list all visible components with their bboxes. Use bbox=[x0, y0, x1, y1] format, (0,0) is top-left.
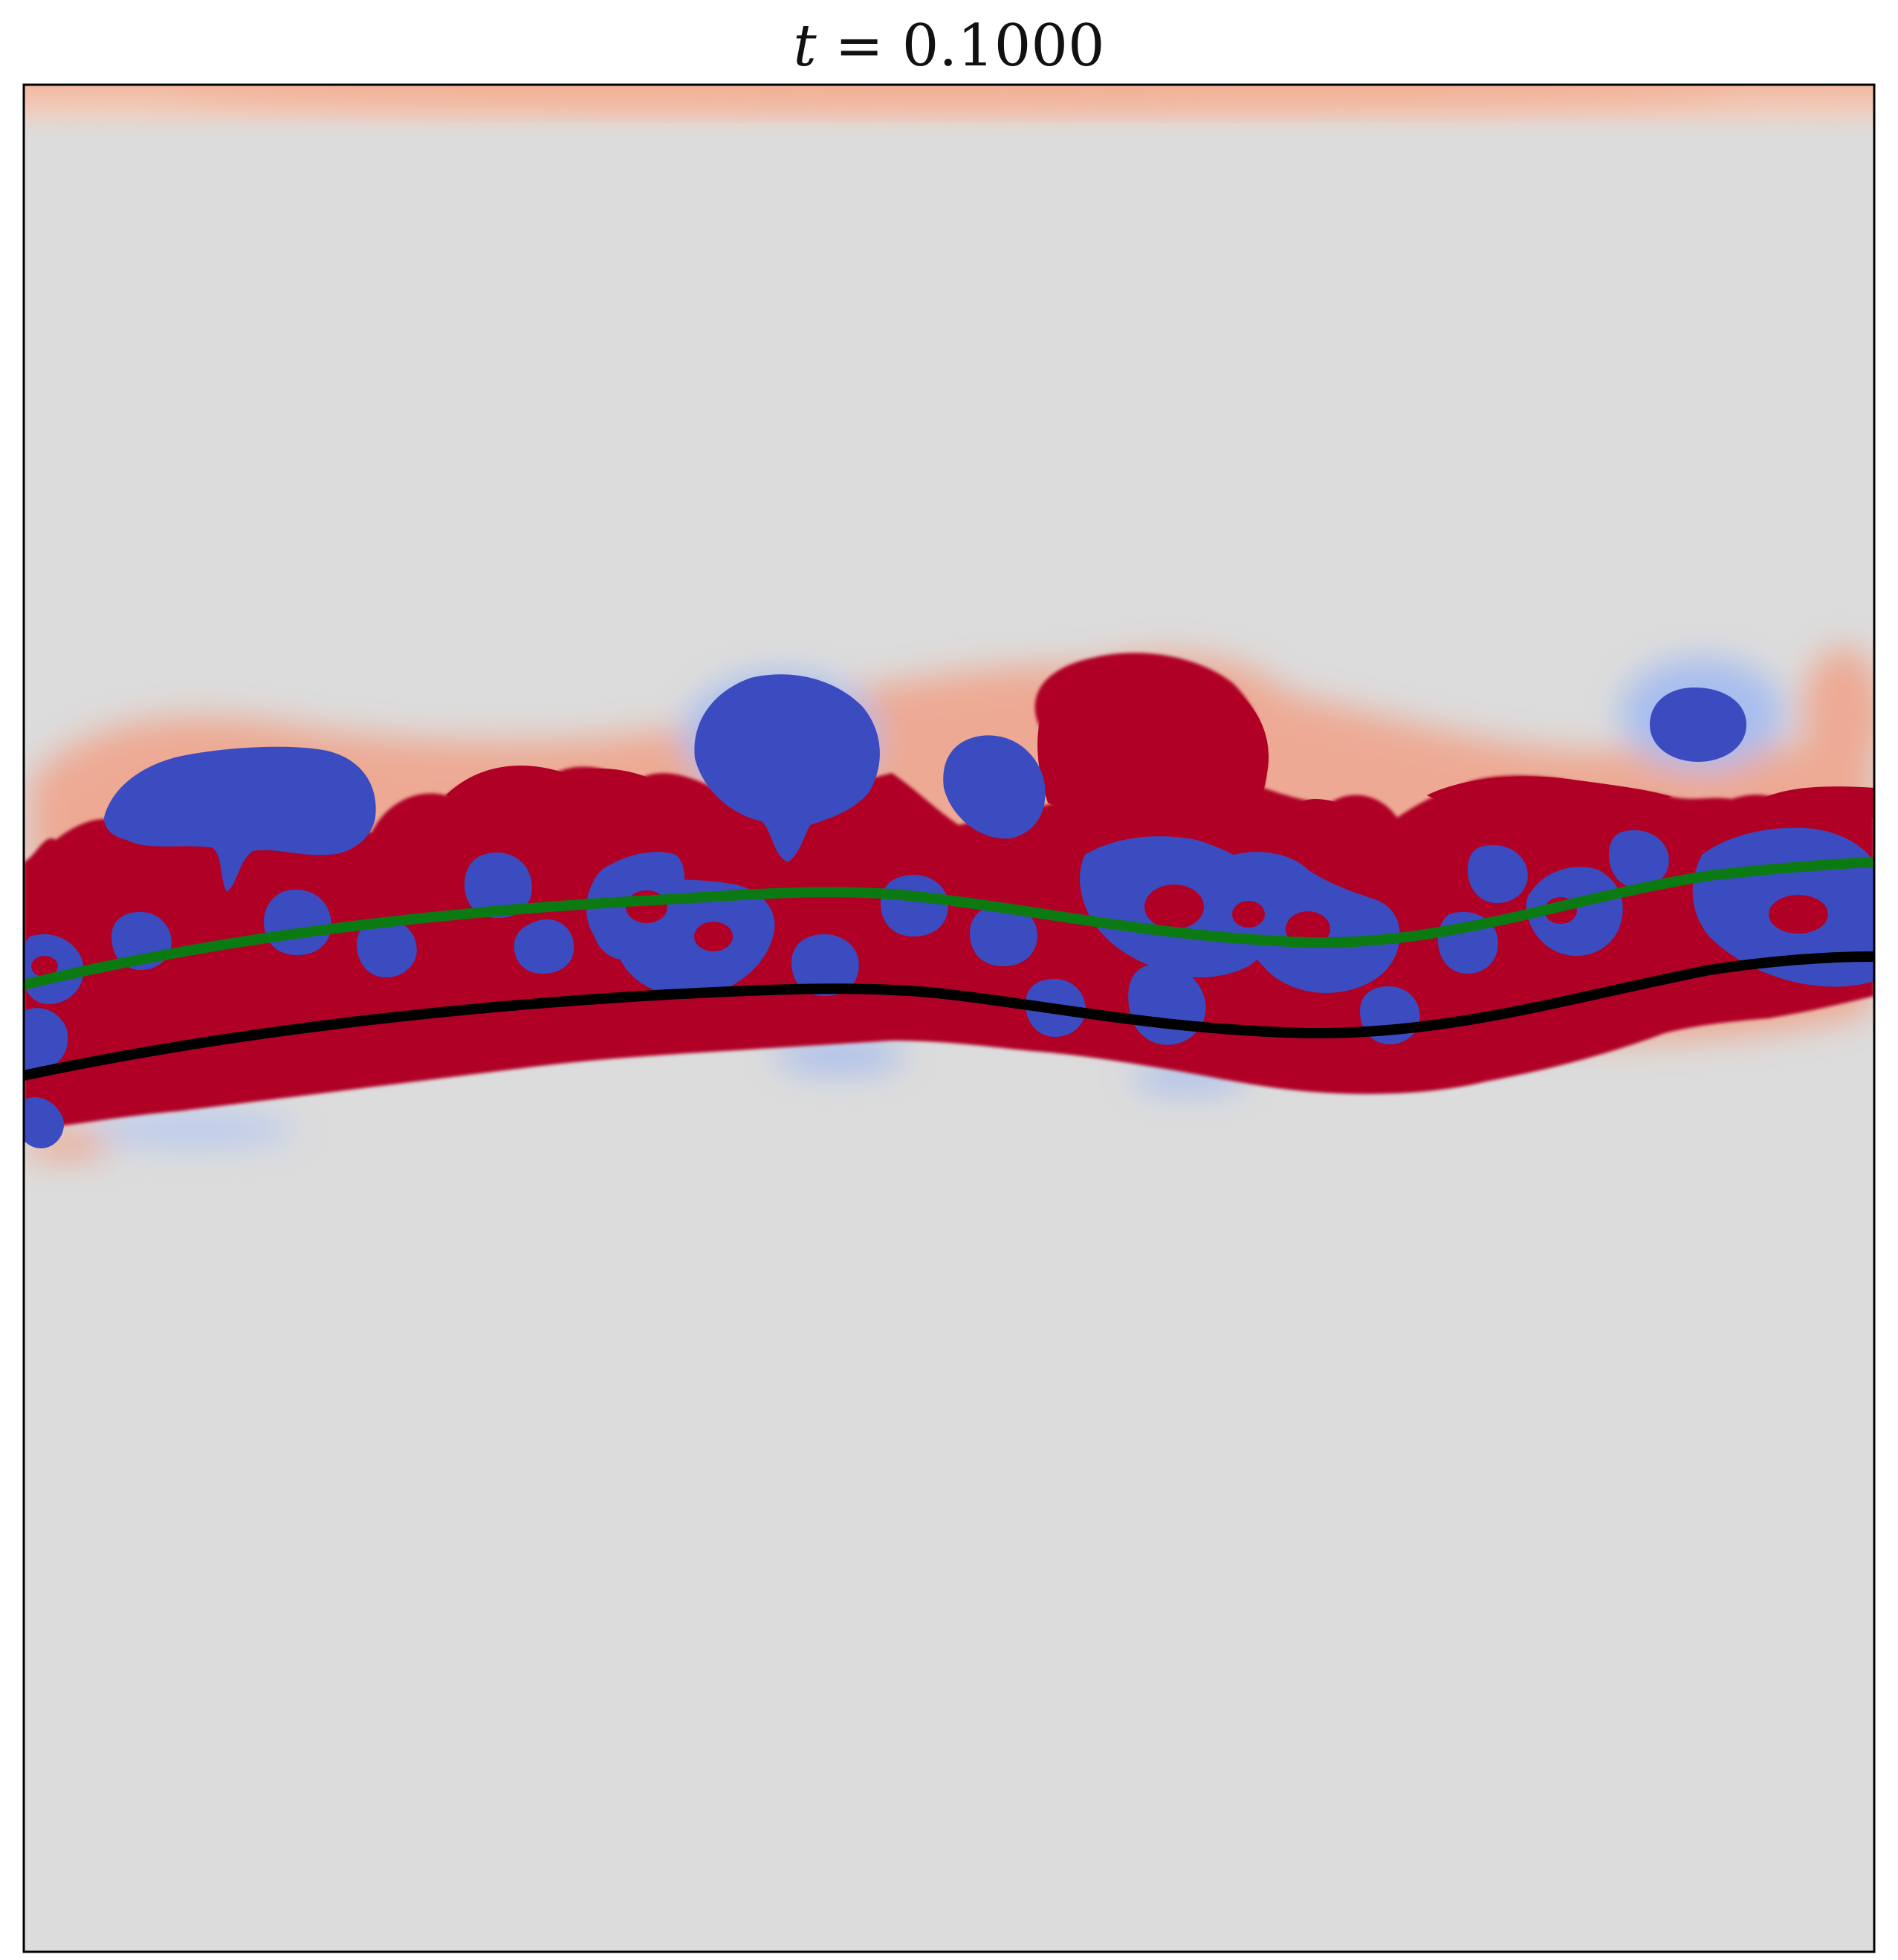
upper-interface-curve bbox=[24, 857, 1874, 990]
top-band-glow bbox=[171, 85, 1732, 113]
positive-islands bbox=[31, 884, 1828, 977]
blue-lobe-center bbox=[694, 674, 880, 862]
title-variable: t bbox=[793, 13, 817, 80]
title-operator: = bbox=[816, 13, 902, 80]
positive-lobes bbox=[446, 666, 1874, 904]
plot-frame bbox=[22, 83, 1876, 1953]
blue-lobe-mid bbox=[943, 735, 1046, 839]
title-value: 0.1000 bbox=[901, 13, 1105, 80]
plot-title: t = 0.1000 bbox=[0, 4, 1898, 88]
lower-interface-curve bbox=[24, 951, 1874, 1081]
blue-lobe-left bbox=[104, 746, 376, 892]
blue-lobe-right bbox=[1650, 688, 1746, 762]
